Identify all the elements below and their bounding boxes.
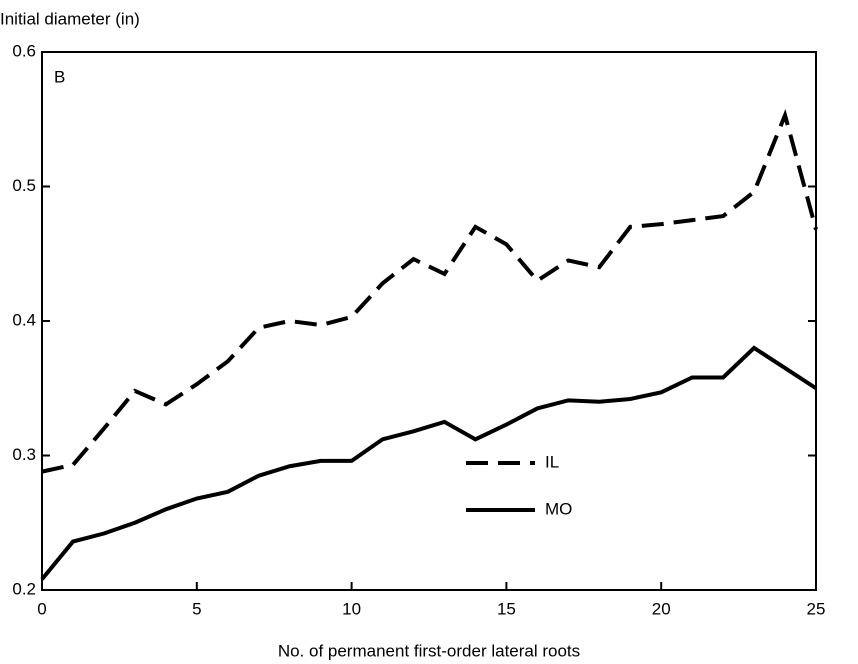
x-tick-label: 20 bbox=[652, 599, 671, 618]
plot-frame bbox=[41, 51, 817, 591]
y-tick-label: 0.2 bbox=[12, 579, 36, 598]
y-tick-label: 0.4 bbox=[12, 310, 36, 329]
x-tick-label: 15 bbox=[497, 599, 516, 618]
panel-label: B bbox=[54, 67, 65, 86]
x-tick-label: 25 bbox=[807, 599, 826, 618]
x-tick-label: 0 bbox=[37, 599, 46, 618]
y-tick-label: 0.6 bbox=[12, 41, 36, 60]
y-axis-label: Initial diameter (in) bbox=[0, 9, 140, 28]
y-tick-label: 0.5 bbox=[12, 176, 36, 195]
y-tick-label: 0.3 bbox=[12, 445, 36, 464]
series-line bbox=[40, 345, 818, 581]
legend-label: MO bbox=[545, 499, 572, 518]
x-axis-label: No. of permanent first-order lateral roo… bbox=[278, 641, 580, 660]
x-tick-label: 10 bbox=[342, 599, 361, 618]
series-line bbox=[41, 108, 818, 474]
legend-label: IL bbox=[545, 452, 559, 471]
x-tick-label: 5 bbox=[192, 599, 201, 618]
